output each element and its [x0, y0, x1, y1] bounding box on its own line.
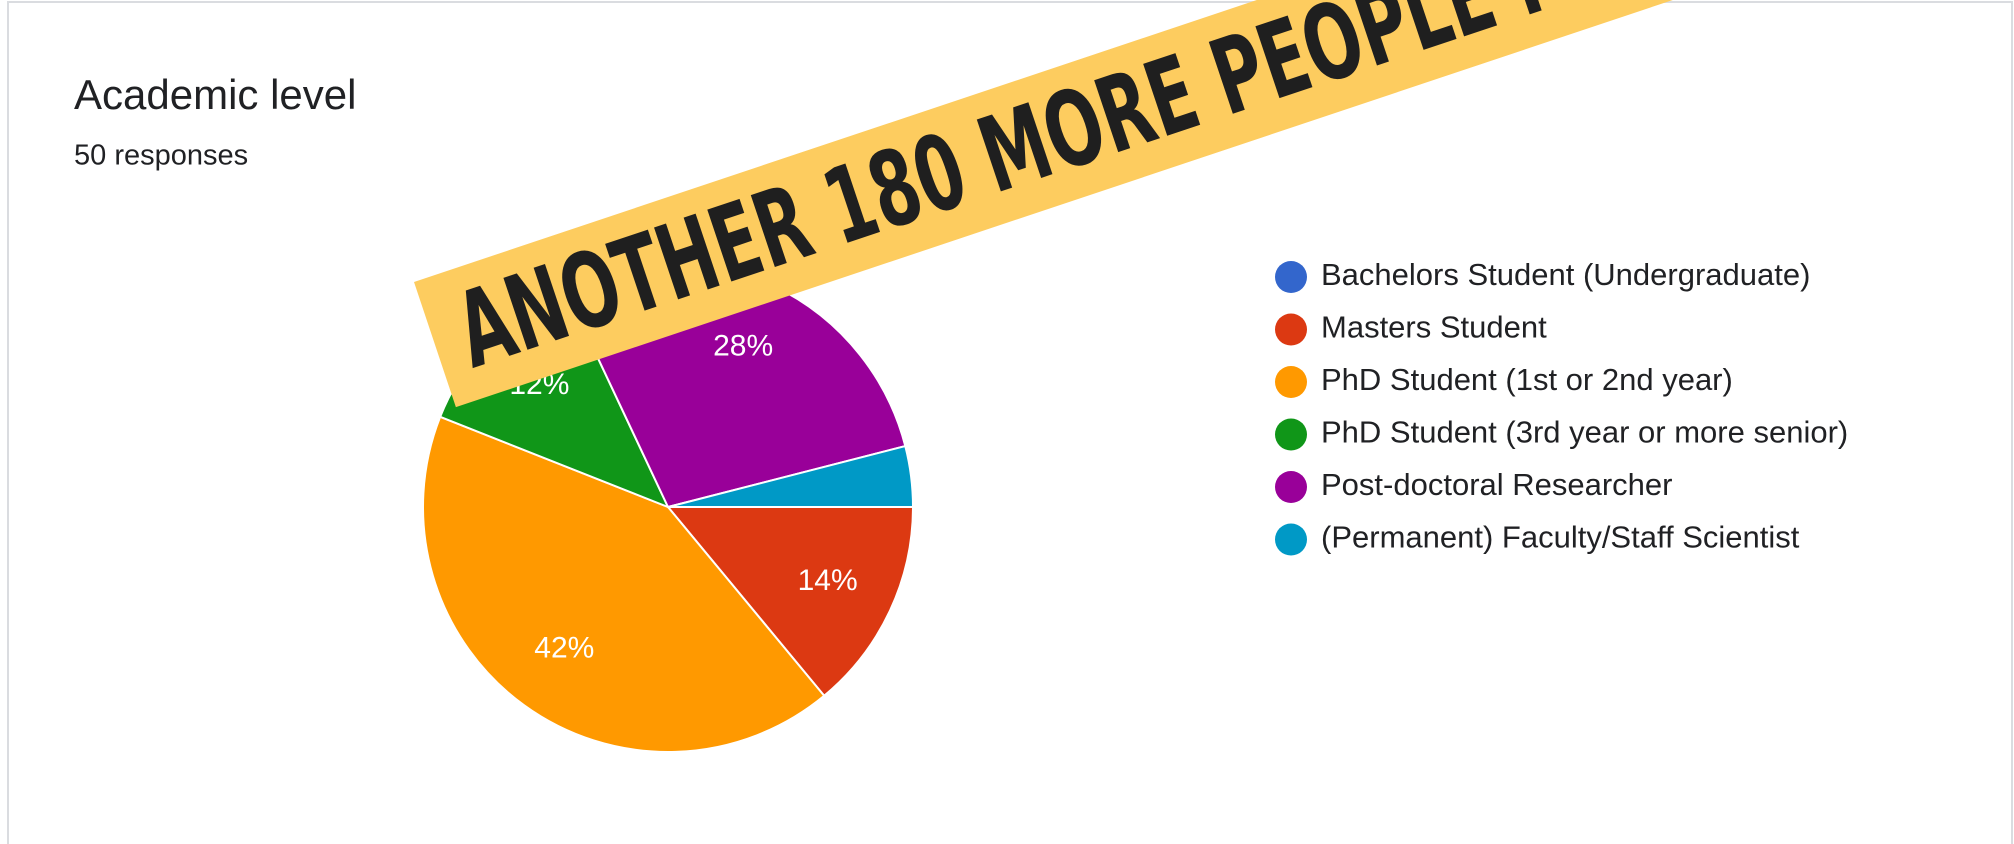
legend-swatch [1275, 418, 1307, 451]
legend-swatch [1275, 313, 1307, 346]
legend: Bachelors Student (Undergraduate) Masters… [1275, 257, 1848, 556]
legend-label: PhD Student (3rd year or more senior) [1321, 415, 1848, 450]
legend-swatch [1275, 366, 1307, 398]
pie-slice [422, 415, 826, 753]
pie-slice [667, 444, 915, 508]
banner-band [414, 0, 2014, 408]
legend-swatch [1275, 471, 1307, 503]
slice-label: 42% [534, 632, 594, 665]
chart-title: Academic level [74, 71, 356, 118]
legend-label: Masters Student [1321, 310, 1547, 345]
chart-subtitle: 50 responses [74, 140, 248, 172]
slice-label: 14% [798, 564, 858, 597]
pie-slice [665, 506, 915, 698]
legend-label: (Permanent) Faculty/Staff Scientist [1321, 520, 1800, 555]
legend-label: Post-doctoral Researcher [1321, 467, 1673, 502]
slice-label: 28% [713, 329, 773, 362]
legend-label: PhD Student (1st or 2nd year) [1321, 362, 1733, 397]
legend-swatch [1275, 261, 1307, 293]
legend-swatch [1275, 523, 1307, 556]
legend-label: Bachelors Student (Undergraduate) [1321, 257, 1810, 292]
